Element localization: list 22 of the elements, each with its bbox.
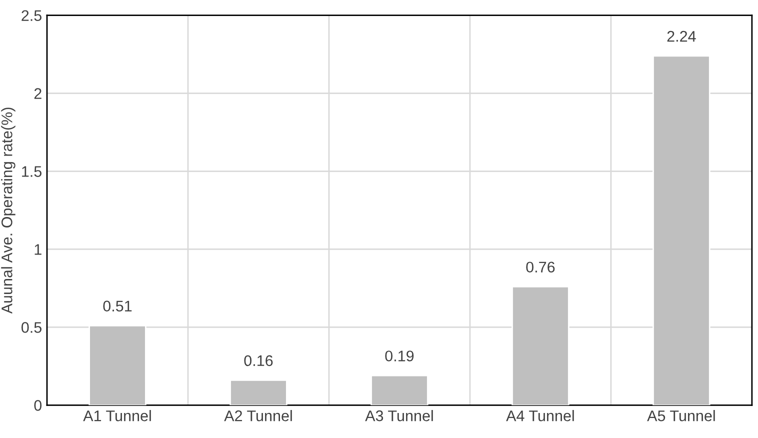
data-label: 0.19 bbox=[385, 350, 414, 362]
x-tick-label: A2 Tunnel bbox=[224, 410, 292, 422]
bar bbox=[88, 324, 146, 406]
data-label: 0.16 bbox=[244, 355, 273, 366]
bar bbox=[512, 286, 570, 406]
y-tick-label: 2.5 bbox=[22, 10, 42, 22]
y-tick-label: 0.5 bbox=[21, 322, 42, 333]
data-label: 2.24 bbox=[667, 30, 696, 42]
y-tick-label: 1.5 bbox=[22, 166, 42, 177]
bar bbox=[230, 380, 288, 406]
y-axis-title: Auunal Ave. Operating rate(%) bbox=[1, 108, 16, 314]
y-tick-label: 0 bbox=[34, 400, 42, 411]
data-label: 0.76 bbox=[526, 262, 555, 273]
bar bbox=[652, 55, 710, 406]
x-tick-label: A5 Tunnel bbox=[647, 410, 715, 422]
x-tick-label: A3 Tunnel bbox=[365, 410, 433, 422]
y-tick-label: 1 bbox=[34, 244, 42, 255]
x-tick-label: A4 Tunnel bbox=[506, 410, 574, 422]
x-tick-label: A1 Tunnel bbox=[83, 410, 151, 422]
y-tick-label: 2 bbox=[34, 88, 42, 99]
data-label: 0.51 bbox=[103, 300, 132, 312]
bar bbox=[370, 374, 428, 406]
